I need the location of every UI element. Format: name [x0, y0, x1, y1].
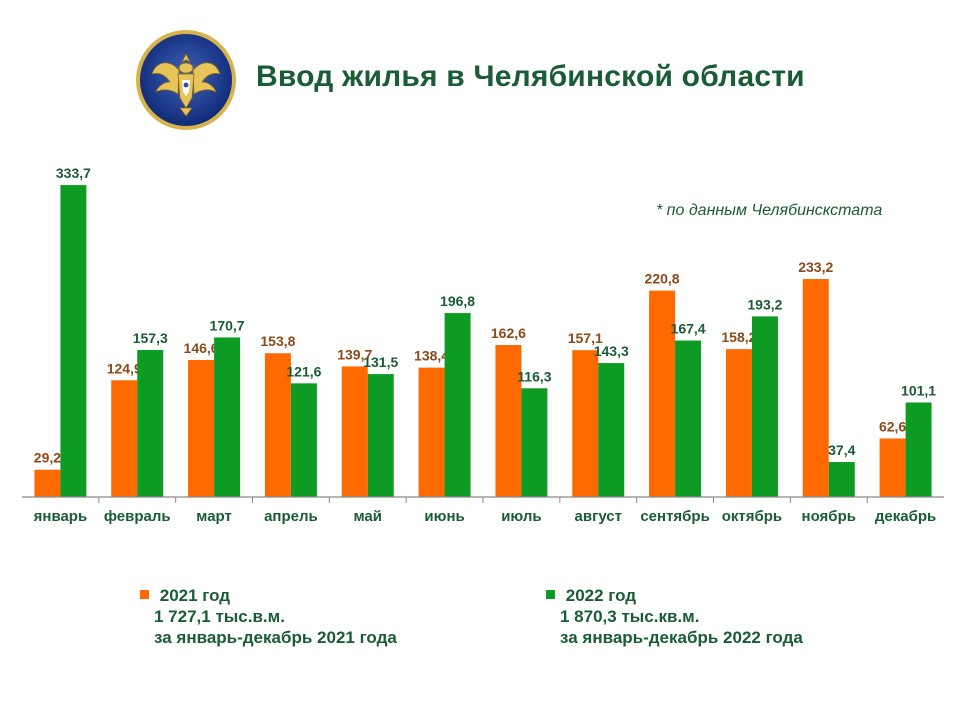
- emblem-icon: [136, 30, 236, 130]
- data-label-2022-1: 157,3: [133, 330, 168, 346]
- legend-2022-total: 1 870,3 тыс.кв.м.: [560, 607, 700, 626]
- x-tick-label-2: март: [196, 508, 232, 525]
- bar-2022-8: [675, 340, 702, 497]
- x-tick-label-5: июнь: [424, 508, 464, 525]
- data-label-2021-11: 62,6: [879, 418, 906, 434]
- legend-swatch-2021: [140, 590, 149, 599]
- bar-2022-10: [828, 462, 855, 497]
- bar-2022-4: [367, 374, 394, 497]
- x-tick-label-3: апрель: [264, 508, 318, 525]
- bar-2021-11: [879, 438, 906, 497]
- bar-2021-7: [572, 350, 599, 497]
- bar-2021-5: [418, 367, 445, 497]
- legend-swatch-2022: [546, 590, 555, 599]
- legend-2021: 2021 год 1 727,1 тыс.в.м. за январь-дека…: [140, 585, 397, 648]
- x-tick-label-7: август: [575, 508, 622, 525]
- data-label-2021-4: 139,7: [337, 346, 372, 362]
- data-label-2022-11: 101,1: [901, 383, 936, 399]
- data-label-2022-3: 121,6: [286, 363, 321, 379]
- bar-2022-5: [444, 313, 471, 497]
- source-note: * по данным Челябинскстата: [656, 202, 883, 219]
- data-label-2022-7: 143,3: [594, 343, 629, 359]
- data-label-2021-1: 124,9: [107, 360, 142, 376]
- x-tick-label-10: ноябрь: [802, 508, 856, 525]
- bar-2021-8: [649, 290, 676, 497]
- bar-2022-6: [521, 388, 548, 497]
- page-title: Ввод жилья в Челябинской области: [256, 60, 805, 93]
- bar-2022-0: [60, 185, 87, 497]
- x-tick-label-0: январь: [34, 508, 88, 525]
- data-label-2021-5: 138,4: [414, 348, 449, 364]
- bar-chart: 29,2 333,7 январь 124,9 157,3 февраль 146,6 170…: [22, 165, 944, 525]
- x-tick-label-8: сентябрь: [640, 508, 710, 525]
- legend-2021-name: 2021 год: [159, 586, 231, 605]
- bar-2022-11: [905, 402, 932, 497]
- bar-2021-4: [341, 366, 368, 497]
- legend-2022: 2022 год 1 870,3 тыс.кв.м. за январь-дек…: [546, 585, 803, 648]
- x-tick-label-4: май: [354, 508, 382, 525]
- data-label-2022-0: 333,7: [56, 165, 91, 181]
- legend-2022-period: за январь-декабрь 2022 года: [560, 628, 803, 647]
- bar-2021-3: [264, 353, 291, 497]
- data-label-2021-0: 29,2: [34, 450, 61, 466]
- bar-2022-3: [290, 383, 317, 497]
- bar-2021-9: [725, 349, 752, 497]
- data-label-2022-10: 37,4: [828, 442, 855, 458]
- data-label-2021-9: 158,2: [721, 329, 756, 345]
- legend-2021-period: за январь-декабрь 2021 года: [154, 628, 397, 647]
- data-label-2021-2: 146,6: [184, 340, 219, 356]
- x-tick-label-6: июль: [501, 508, 541, 525]
- data-label-2022-4: 131,5: [363, 354, 398, 370]
- x-tick-label-9: октябрь: [722, 508, 782, 525]
- data-label-2021-8: 220,8: [645, 271, 680, 287]
- data-label-2021-3: 153,8: [260, 333, 295, 349]
- data-label-2022-6: 116,3: [517, 368, 551, 384]
- x-tick-label-1: февраль: [104, 508, 171, 525]
- data-label-2021-10: 233,2: [798, 259, 833, 275]
- data-label-2022-2: 170,7: [210, 317, 245, 333]
- bar-2021-6: [495, 345, 522, 497]
- bar-2021-0: [34, 469, 61, 497]
- x-tick-label-11: декабрь: [875, 508, 936, 525]
- data-label-2022-9: 193,2: [747, 296, 782, 312]
- bar-2022-9: [751, 316, 778, 497]
- bar-2022-7: [598, 363, 625, 497]
- data-label-2021-6: 162,6: [491, 325, 526, 341]
- bar-2021-1: [111, 380, 138, 497]
- bar-2021-2: [188, 359, 215, 497]
- bar-2022-2: [214, 337, 241, 497]
- legend-2021-total: 1 727,1 тыс.в.м.: [154, 607, 285, 626]
- bar-2022-1: [137, 349, 164, 497]
- legend-2022-name: 2022 год: [565, 586, 637, 605]
- bar-2021-10: [802, 279, 829, 497]
- data-label-2021-7: 157,1: [568, 330, 603, 346]
- data-label-2022-5: 196,8: [440, 293, 475, 309]
- data-label-2022-8: 167,4: [671, 321, 706, 337]
